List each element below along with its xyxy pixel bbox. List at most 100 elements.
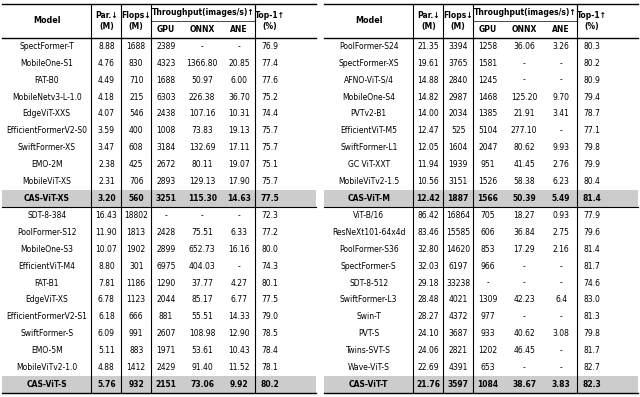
Text: 6.09: 6.09 bbox=[98, 329, 115, 338]
Text: 3597: 3597 bbox=[448, 380, 468, 389]
Text: 75.51: 75.51 bbox=[191, 228, 213, 237]
Text: 4391: 4391 bbox=[449, 363, 468, 372]
Text: 2987: 2987 bbox=[449, 93, 468, 102]
Text: 50.39: 50.39 bbox=[512, 194, 536, 203]
Text: -: - bbox=[560, 126, 563, 135]
Text: 79.4: 79.4 bbox=[583, 93, 600, 102]
Text: 2047: 2047 bbox=[478, 143, 498, 152]
Text: CAS-ViT-S: CAS-ViT-S bbox=[26, 380, 67, 389]
Text: 33238: 33238 bbox=[446, 279, 470, 287]
Text: 81.3: 81.3 bbox=[583, 312, 600, 322]
Text: 1123: 1123 bbox=[127, 295, 146, 304]
Text: 53.61: 53.61 bbox=[191, 346, 213, 355]
Text: 14.63: 14.63 bbox=[227, 194, 251, 203]
Text: 11.52: 11.52 bbox=[228, 363, 250, 372]
Text: PVTv2-B1: PVTv2-B1 bbox=[351, 110, 387, 118]
Text: 72.3: 72.3 bbox=[261, 211, 278, 220]
Text: ResNeXt101-64x4d: ResNeXt101-64x4d bbox=[332, 228, 406, 237]
Text: 21.91: 21.91 bbox=[513, 110, 535, 118]
Text: 76.9: 76.9 bbox=[261, 42, 278, 51]
Text: 966: 966 bbox=[481, 262, 495, 271]
Text: 3.59: 3.59 bbox=[98, 126, 115, 135]
Text: 77.9: 77.9 bbox=[583, 211, 600, 220]
Text: -: - bbox=[560, 346, 563, 355]
Text: PoolFormer-S36: PoolFormer-S36 bbox=[339, 245, 399, 254]
Text: Throughput(images/s)↑: Throughput(images/s)↑ bbox=[474, 8, 577, 17]
Text: 79.0: 79.0 bbox=[261, 312, 278, 322]
Text: 1971: 1971 bbox=[156, 346, 176, 355]
Text: 80.1: 80.1 bbox=[261, 279, 278, 287]
Text: PoolFormer-S12: PoolFormer-S12 bbox=[17, 228, 77, 237]
Text: 77.5: 77.5 bbox=[261, 295, 278, 304]
Text: -: - bbox=[523, 279, 525, 287]
Text: 1902: 1902 bbox=[127, 245, 146, 254]
Text: 75.1: 75.1 bbox=[261, 160, 278, 169]
Text: -: - bbox=[523, 75, 525, 85]
Text: 3.26: 3.26 bbox=[552, 42, 570, 51]
Text: 36.06: 36.06 bbox=[513, 42, 535, 51]
Text: 125.20: 125.20 bbox=[511, 93, 538, 102]
Text: 4323: 4323 bbox=[156, 59, 176, 68]
Text: -: - bbox=[237, 262, 241, 271]
Text: -: - bbox=[523, 363, 525, 372]
Text: 75.7: 75.7 bbox=[261, 143, 278, 152]
Text: SwiftFormer-S: SwiftFormer-S bbox=[20, 329, 74, 338]
Text: 301: 301 bbox=[129, 262, 143, 271]
Text: ViT-B/16: ViT-B/16 bbox=[353, 211, 384, 220]
Text: 37.77: 37.77 bbox=[191, 279, 213, 287]
Text: 24.06: 24.06 bbox=[417, 346, 439, 355]
Text: 3184: 3184 bbox=[156, 143, 176, 152]
Text: 1084: 1084 bbox=[477, 380, 499, 389]
Text: -: - bbox=[237, 42, 241, 51]
Text: 3765: 3765 bbox=[449, 59, 468, 68]
Text: -: - bbox=[201, 42, 204, 51]
Text: 705: 705 bbox=[481, 211, 495, 220]
Text: 1366.80: 1366.80 bbox=[186, 59, 218, 68]
Text: GPU: GPU bbox=[157, 25, 175, 34]
Text: Top-1↑
(%): Top-1↑ (%) bbox=[255, 11, 285, 31]
Text: GC ViT-XXT: GC ViT-XXT bbox=[348, 160, 390, 169]
Text: 12.47: 12.47 bbox=[417, 126, 439, 135]
Text: 79.8: 79.8 bbox=[583, 143, 600, 152]
Text: 653: 653 bbox=[481, 363, 495, 372]
Text: ONNX: ONNX bbox=[189, 25, 215, 34]
Text: 75.2: 75.2 bbox=[261, 93, 278, 102]
Text: 546: 546 bbox=[129, 110, 143, 118]
Text: Par.↓
(M): Par.↓ (M) bbox=[95, 11, 118, 31]
Text: Twins-SVT-S: Twins-SVT-S bbox=[346, 346, 391, 355]
Text: Par.↓
(M): Par.↓ (M) bbox=[417, 11, 440, 31]
Text: 215: 215 bbox=[129, 93, 143, 102]
Text: AFNO-ViT-S/4: AFNO-ViT-S/4 bbox=[344, 75, 394, 85]
Text: 2044: 2044 bbox=[156, 295, 176, 304]
Text: EfficientFormerV2-S1: EfficientFormerV2-S1 bbox=[6, 312, 87, 322]
Text: 4.27: 4.27 bbox=[230, 279, 248, 287]
Text: MobileOne-S1: MobileOne-S1 bbox=[20, 59, 73, 68]
Text: MobileViT-XS: MobileViT-XS bbox=[22, 177, 71, 186]
Text: 977: 977 bbox=[481, 312, 495, 322]
Text: -: - bbox=[560, 75, 563, 85]
Text: 29.18: 29.18 bbox=[418, 279, 439, 287]
Text: 14620: 14620 bbox=[446, 245, 470, 254]
Text: 77.1: 77.1 bbox=[583, 126, 600, 135]
Text: SDT-8-384: SDT-8-384 bbox=[27, 211, 67, 220]
Text: MobileOne-S4: MobileOne-S4 bbox=[342, 93, 396, 102]
Text: 1186: 1186 bbox=[127, 279, 146, 287]
Text: 1202: 1202 bbox=[479, 346, 498, 355]
Text: 6303: 6303 bbox=[156, 93, 176, 102]
Text: 17.90: 17.90 bbox=[228, 177, 250, 186]
Text: 6.78: 6.78 bbox=[98, 295, 115, 304]
Text: 951: 951 bbox=[481, 160, 495, 169]
Text: 15585: 15585 bbox=[446, 228, 470, 237]
Text: 706: 706 bbox=[129, 177, 143, 186]
Text: 17.11: 17.11 bbox=[228, 143, 250, 152]
Text: 19.07: 19.07 bbox=[228, 160, 250, 169]
Text: 11.90: 11.90 bbox=[95, 228, 117, 237]
Text: 74.3: 74.3 bbox=[261, 262, 278, 271]
Text: 1526: 1526 bbox=[479, 177, 498, 186]
Text: 80.2: 80.2 bbox=[260, 380, 279, 389]
Text: 129.13: 129.13 bbox=[189, 177, 216, 186]
Text: SDT-8-512: SDT-8-512 bbox=[349, 279, 388, 287]
Text: 5.76: 5.76 bbox=[97, 380, 116, 389]
Text: EdgeViT-XS: EdgeViT-XS bbox=[26, 295, 68, 304]
Text: Top-1↑
(%): Top-1↑ (%) bbox=[577, 11, 607, 31]
